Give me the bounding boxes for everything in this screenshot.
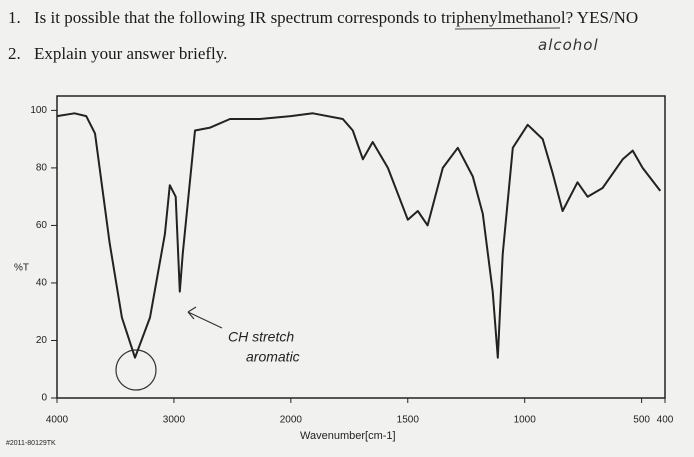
annotation: CH stretch (228, 329, 294, 345)
code: #2011-80129TK (6, 440, 56, 447)
annotation: aromatic (246, 349, 300, 365)
y-tick-label: 100 (30, 105, 47, 116)
x-tick-label: 400 (657, 415, 674, 426)
y-tick-label: 60 (36, 220, 48, 231)
y-tick-label: 20 (36, 335, 48, 346)
annotation-arrow (187, 306, 223, 329)
question-number: 2. (8, 44, 21, 63)
x-tick-label: 500 (633, 415, 650, 426)
highlight-circle (115, 349, 157, 391)
plot-frame (56, 95, 666, 399)
spectrum-line (56, 112, 662, 359)
question-text: Is it possible that the following IR spe… (34, 8, 639, 27)
handwritten-note: alcohol (538, 36, 599, 54)
y-tick-label: 80 (36, 163, 48, 174)
question-1: 1. Is it possible that the following IR s… (8, 8, 638, 28)
y-axis-label: %T (14, 263, 29, 274)
x-tick-label: 4000 (46, 415, 69, 426)
y-tick-label: 0 (41, 393, 47, 404)
question-number: 1. (8, 8, 21, 27)
x-tick-label: 2000 (280, 415, 303, 426)
x-tick-label: 3000 (163, 415, 186, 426)
x-axis-label: Wavenumber[cm-1] (300, 430, 396, 442)
underline (454, 27, 561, 30)
x-tick-label: 1500 (397, 415, 420, 426)
question-2: 2. Explain your answer briefly. (8, 44, 227, 64)
x-tick-label: 1000 (514, 415, 537, 426)
question-text: Explain your answer briefly. (34, 44, 228, 63)
y-tick-label: 40 (36, 278, 48, 289)
